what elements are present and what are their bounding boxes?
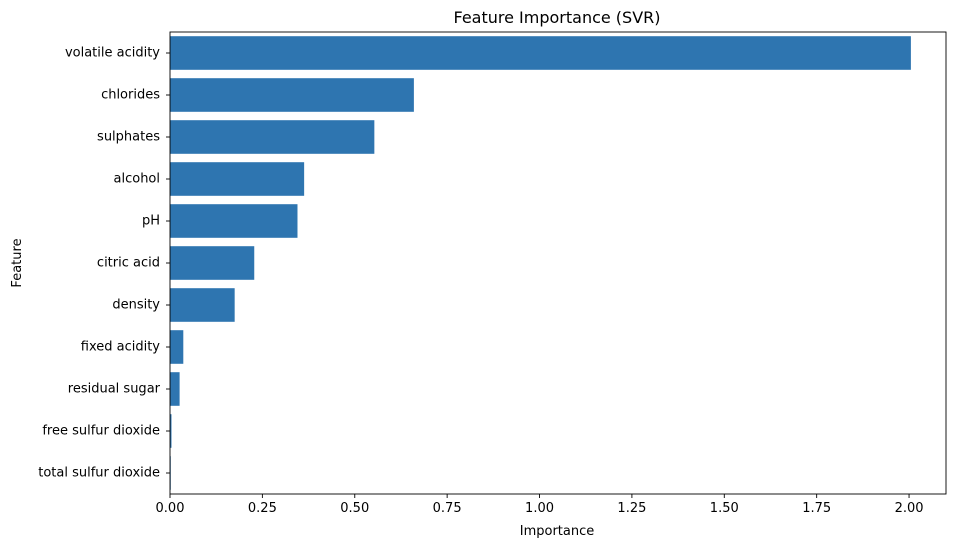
- bar-alcohol: [170, 162, 305, 196]
- y-axis-ticks: volatile acidity chlorides sulphates alcoho…: [38, 46, 170, 481]
- chart-title: Feature Importance (SVR): [453, 8, 660, 27]
- bar-volatile-acidity: [170, 36, 911, 70]
- y-tick-label: free sulfur dioxide: [42, 424, 160, 439]
- bar-chlorides: [170, 78, 414, 112]
- x-tick-label: 2.00: [895, 501, 924, 516]
- y-tick-label: density: [112, 298, 160, 313]
- bar-residual-sugar: [170, 372, 180, 406]
- y-tick-label: chlorides: [101, 88, 160, 103]
- bar-free-sulfur-dioxide: [170, 414, 172, 448]
- x-tick-label: 0.50: [340, 501, 369, 516]
- x-tick-label: 1.00: [525, 501, 554, 516]
- plot-frame: [169, 31, 947, 495]
- y-tick-label: total sulfur dioxide: [38, 466, 160, 481]
- bar-ph: [170, 204, 298, 238]
- x-axis-ticks: 0.00 0.25 0.50 0.75 1.00 1.25 1.50 1.75 2.00: [156, 494, 924, 516]
- bar-citric-acid: [170, 246, 255, 280]
- y-tick-label: alcohol: [114, 172, 160, 187]
- y-tick-label: citric acid: [97, 256, 160, 271]
- y-tick-label: sulphates: [97, 130, 160, 145]
- x-tick-label: 1.25: [617, 501, 646, 516]
- y-tick-label: fixed acidity: [81, 340, 161, 355]
- y-tick-label: pH: [142, 214, 160, 229]
- x-tick-label: 0.25: [248, 501, 277, 516]
- x-tick-label: 0.75: [433, 501, 462, 516]
- x-tick-label: 1.75: [802, 501, 831, 516]
- bar-density: [170, 288, 235, 322]
- y-tick-label: volatile acidity: [65, 46, 160, 61]
- y-tick-label: residual sugar: [68, 382, 161, 397]
- bars-group: [170, 36, 911, 490]
- x-tick-label: 1.50: [710, 501, 739, 516]
- bar-fixed-acidity: [170, 330, 184, 364]
- bar-sulphates: [170, 120, 375, 154]
- y-axis-title: Feature: [10, 238, 25, 287]
- x-axis-title: Importance: [520, 524, 595, 539]
- x-tick-label: 0.00: [156, 501, 185, 516]
